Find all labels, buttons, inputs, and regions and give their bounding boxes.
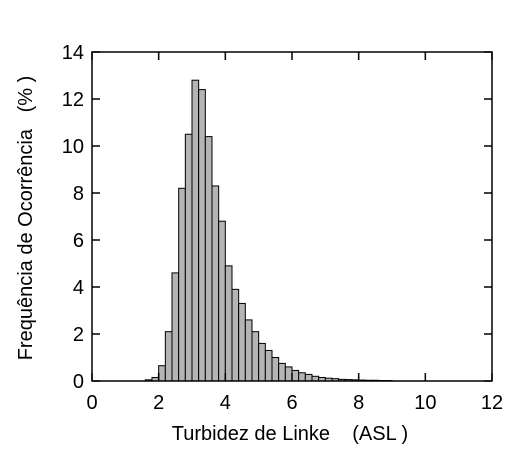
bar xyxy=(238,302,246,382)
bar xyxy=(158,365,166,382)
x-tick-label: 8 xyxy=(353,392,364,414)
y-tick-label: 6 xyxy=(73,230,84,252)
bar xyxy=(218,220,226,382)
bar xyxy=(278,362,286,382)
plot-frame xyxy=(91,51,493,382)
bar xyxy=(304,373,313,382)
y-tick-label: 4 xyxy=(73,277,84,299)
x-tick-label: 2 xyxy=(153,392,164,414)
y-tick-label: 14 xyxy=(62,42,84,64)
y-tick-label: 12 xyxy=(62,89,84,111)
bar xyxy=(204,136,213,382)
bar xyxy=(191,79,200,382)
x-axis-label: Turbidez de Linke (ASL ) xyxy=(172,423,408,445)
x-tick-label: 4 xyxy=(220,392,231,414)
bar xyxy=(184,133,193,382)
y-tick-label: 8 xyxy=(73,183,84,205)
bar xyxy=(198,89,206,382)
bar xyxy=(298,372,306,382)
bar xyxy=(178,187,186,382)
bar xyxy=(264,349,273,382)
bar xyxy=(284,366,293,382)
bar xyxy=(251,331,260,382)
bar xyxy=(164,331,173,382)
bar xyxy=(271,357,280,382)
x-tick-label: 10 xyxy=(414,392,436,414)
bar xyxy=(231,288,240,382)
bar xyxy=(211,185,220,382)
bar xyxy=(224,265,233,382)
y-tick-label: 0 xyxy=(73,371,84,393)
bar xyxy=(258,342,266,382)
bar xyxy=(171,272,180,382)
y-axis-label: Frequência de Ocorrência (% ) xyxy=(15,76,37,361)
x-tick-label: 6 xyxy=(286,392,297,414)
y-tick-label: 10 xyxy=(62,136,84,158)
x-tick-label: 12 xyxy=(481,392,503,414)
bar xyxy=(244,319,253,382)
bar xyxy=(291,369,300,382)
y-tick-label: 2 xyxy=(73,324,84,346)
x-tick-label: 0 xyxy=(86,392,97,414)
